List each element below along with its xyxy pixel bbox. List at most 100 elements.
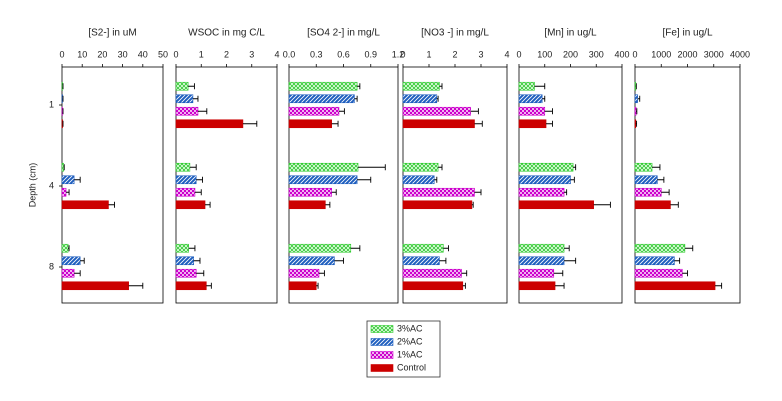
panel-title: WSOC in mg C/L — [188, 28, 265, 39]
bar — [61, 81, 63, 91]
legend-label: 2%AC — [397, 336, 423, 346]
error-bar — [338, 108, 345, 115]
bar — [402, 81, 440, 91]
error-bar — [334, 257, 344, 264]
error-bar — [555, 282, 565, 289]
error-bar — [674, 257, 681, 264]
bar — [288, 162, 359, 172]
bar — [634, 281, 716, 291]
bar — [402, 106, 471, 116]
error-bar — [443, 245, 449, 252]
x-tick-label: 0.6 — [337, 49, 350, 59]
bar — [61, 94, 63, 104]
plot-frame — [61, 66, 164, 304]
bar — [175, 268, 197, 278]
bar — [634, 268, 683, 278]
error-bar — [637, 95, 641, 102]
bar — [518, 243, 565, 253]
bar — [288, 243, 352, 253]
bar — [402, 256, 440, 266]
bar — [634, 94, 638, 104]
x-tick-label: 1.2 — [392, 49, 405, 59]
y-tick-label: 8 — [49, 261, 54, 271]
bar — [61, 268, 75, 278]
bar — [61, 187, 67, 197]
error-bar — [635, 83, 637, 90]
x-tick-label: 1 — [426, 49, 431, 59]
x-tick-label: 0.0 — [283, 49, 296, 59]
bar — [288, 187, 332, 197]
x-tick-label: 400 — [614, 49, 629, 59]
error-bar — [193, 257, 201, 264]
bar — [402, 243, 444, 253]
bar — [518, 281, 556, 291]
bar — [518, 81, 535, 91]
error-bar — [80, 257, 85, 264]
bar — [518, 175, 571, 185]
x-tick-label: 4000 — [730, 49, 750, 59]
bar — [288, 256, 335, 266]
x-tick-label: 200 — [563, 49, 578, 59]
error-bar — [461, 270, 468, 277]
x-tick-label: 2000 — [677, 49, 697, 59]
bar — [175, 256, 194, 266]
x-tick-label: 20 — [97, 49, 107, 59]
error-bar — [196, 176, 203, 183]
x-tick-label: 0 — [632, 49, 637, 59]
bar — [518, 119, 547, 129]
bar — [288, 94, 355, 104]
legend-swatch — [370, 338, 394, 346]
bar — [402, 94, 438, 104]
error-bar — [462, 282, 466, 289]
error-bar — [553, 270, 564, 277]
x-tick-label: 4 — [504, 49, 509, 59]
x-tick-label: 40 — [138, 49, 148, 59]
bar — [288, 81, 358, 91]
bar — [402, 175, 435, 185]
bar — [518, 268, 555, 278]
bar — [518, 106, 546, 116]
error-bar — [438, 164, 443, 171]
error-bar — [470, 108, 479, 115]
error-bar — [316, 282, 319, 289]
x-tick-label: 0.3 — [310, 49, 323, 59]
error-bar — [546, 120, 553, 127]
x-tick-label: 0 — [516, 49, 521, 59]
error-bar — [436, 95, 439, 102]
error-bar — [661, 189, 670, 196]
bar — [634, 256, 675, 266]
error-bar — [682, 270, 688, 277]
error-bar — [471, 201, 474, 208]
error-bar — [188, 83, 195, 90]
bar — [288, 268, 320, 278]
x-tick-label: 4 — [274, 49, 279, 59]
error-bar — [715, 282, 723, 289]
bar — [61, 162, 64, 172]
bar — [175, 106, 199, 116]
error-bar — [331, 189, 337, 196]
error-bar — [205, 201, 211, 208]
bar — [175, 175, 197, 185]
bar — [518, 256, 565, 266]
error-bar — [63, 164, 65, 171]
x-tick-label: 0 — [173, 49, 178, 59]
bar — [402, 268, 462, 278]
bar — [288, 175, 358, 185]
error-bar — [544, 108, 553, 115]
x-tick-label: 1 — [199, 49, 204, 59]
error-bar — [439, 257, 447, 264]
panel-title: [SO4 2-] in mg/L — [307, 28, 380, 39]
error-bar — [189, 164, 197, 171]
bar — [402, 162, 439, 172]
bar — [175, 200, 206, 210]
x-tick-label: 0.9 — [364, 49, 377, 59]
x-tick-label: 1000 — [651, 49, 671, 59]
x-tick-label: 3 — [478, 49, 483, 59]
panel-title: [Fe] in ug/L — [662, 28, 712, 39]
bar — [61, 243, 69, 253]
bar — [634, 162, 653, 172]
error-bar — [534, 83, 546, 90]
error-bar — [194, 189, 202, 196]
panel-title: [Mn] in ug/L — [544, 28, 597, 39]
x-tick-label: 3 — [249, 49, 254, 59]
